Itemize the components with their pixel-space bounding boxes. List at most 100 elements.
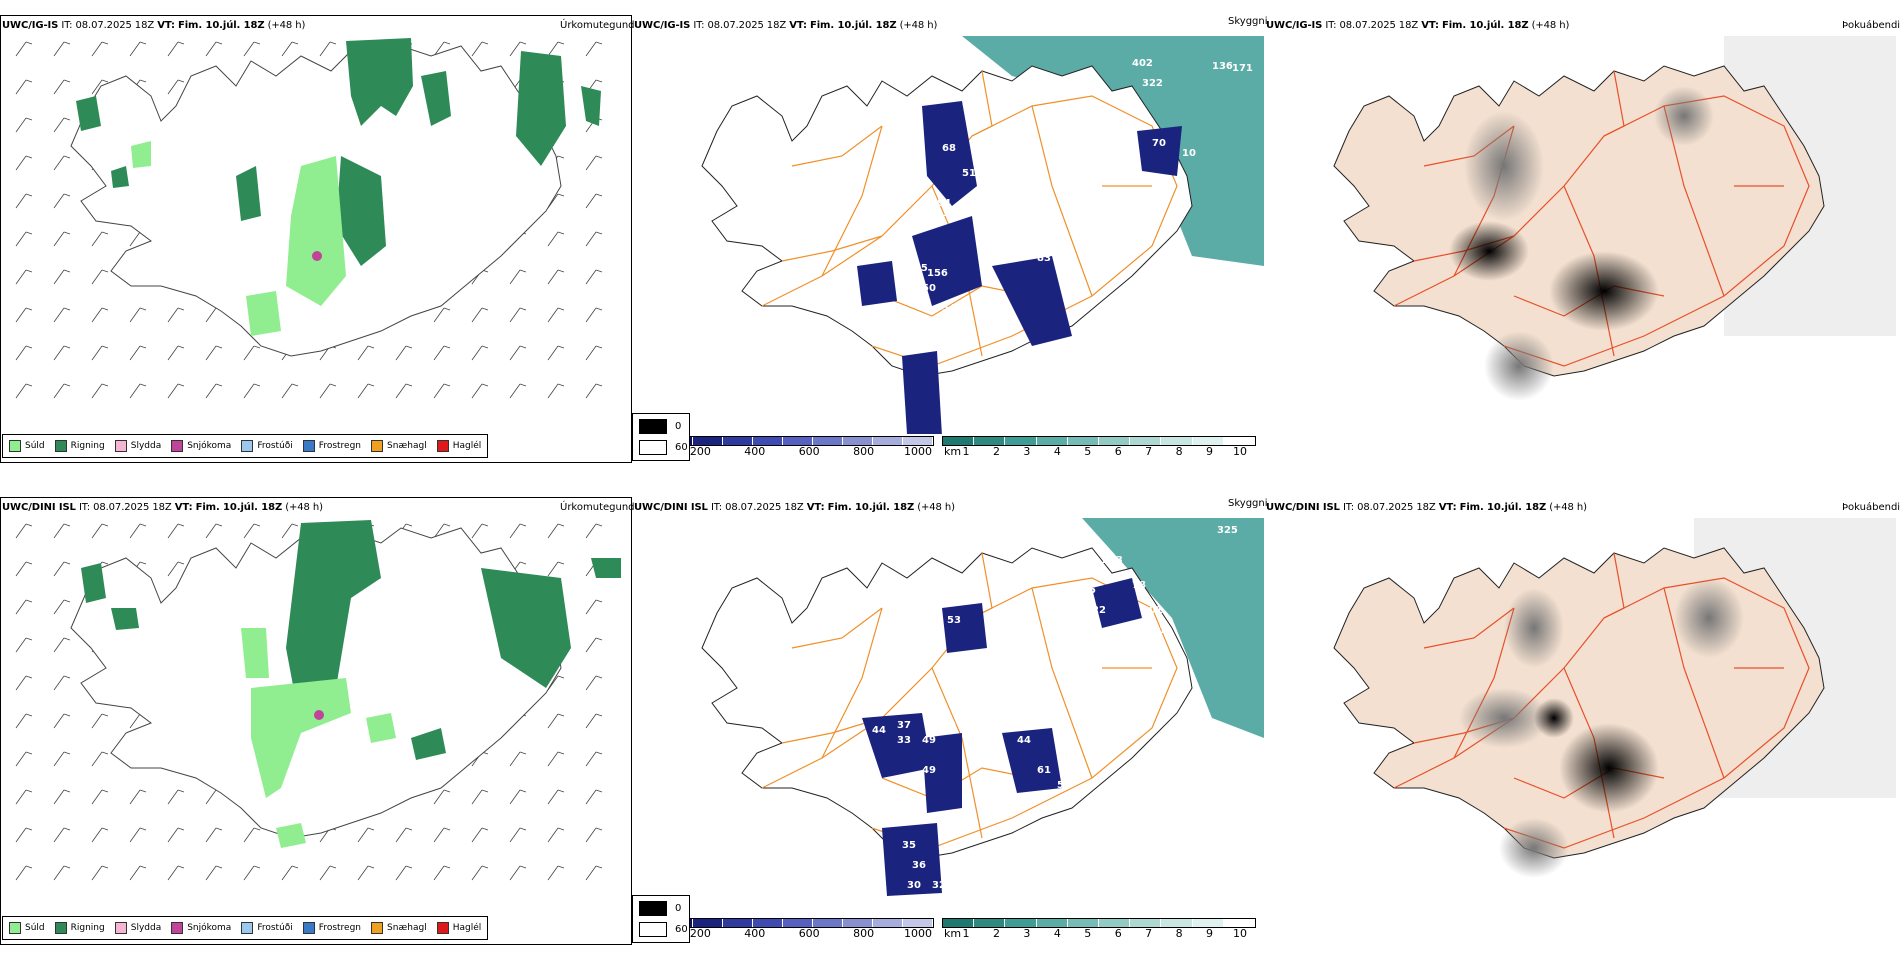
wind-barb (205, 827, 223, 843)
wind-barb (53, 675, 71, 691)
wind-barb (509, 41, 527, 57)
legend-label: Slydda (130, 441, 162, 451)
vt-label: VT: (157, 20, 175, 31)
ceiling-label: 49 (922, 765, 936, 776)
wind-barb (53, 865, 71, 881)
tick-label: 7 (1145, 445, 1153, 458)
legend-swatch (9, 922, 21, 934)
precip-map[interactable] (0, 15, 632, 463)
tick-label: 10 (1233, 927, 1247, 940)
wind-barb (547, 345, 565, 361)
wind-barb (53, 307, 71, 323)
vt-value: Fim. 10.júl. 18Z (178, 20, 265, 31)
low-cloud-areas (857, 101, 1182, 434)
vt-label: VT: (1438, 502, 1457, 513)
wind-barb (395, 865, 413, 881)
wind-barb (15, 827, 33, 843)
ceiling-label: 33 (897, 735, 911, 746)
tick-label: 1000 (904, 445, 932, 458)
wind-barb (243, 41, 261, 57)
wind-barb (205, 41, 223, 57)
ceiling-label: 38 (847, 228, 861, 239)
wind-barb (243, 523, 261, 539)
ceiling-ticks: 02004006008001000 (643, 927, 933, 941)
ceiling-label: 53 (902, 333, 916, 344)
lead-time: (+48 h) (1531, 20, 1570, 31)
road-3 (1031, 105, 1093, 297)
ceiling-label: 51 (992, 208, 1006, 219)
wind-barb (243, 827, 261, 843)
visibility-unit: km (944, 927, 962, 940)
fog-map-svg (1333, 518, 1896, 878)
wind-barb (129, 789, 147, 805)
fog-legend-top: 0 60 (632, 413, 690, 461)
lead-time: (+48 h) (285, 502, 323, 513)
it-label: IT: (61, 20, 73, 31)
fog-panel-top: UWC/IG-IS IT: 08.07.2025 18Z VT: Fim. 10… (1264, 0, 1900, 480)
legend-item: Snjókoma (171, 922, 231, 934)
legend-swatch (54, 440, 67, 452)
rain-areas (81, 520, 621, 760)
precip-map[interactable] (0, 497, 632, 945)
wind-barb (585, 193, 603, 209)
it-value: 08.07.2025 18Z (725, 502, 804, 513)
panel-header: UWC/DINI ISL IT: 08.07.2025 18Z VT: Fim.… (1266, 502, 1587, 513)
wind-barb (15, 41, 33, 57)
ceiling-label: 65 (1082, 585, 1096, 596)
wind-barb (205, 383, 223, 399)
wind-barb (167, 41, 185, 57)
wind-barb (91, 789, 109, 805)
wind-barb (91, 269, 109, 285)
wind-barb (167, 307, 185, 323)
wind-barb (433, 345, 451, 361)
snow-cell (314, 710, 324, 720)
wind-barb (129, 307, 147, 323)
low-cloud-areas (862, 578, 1142, 896)
precip-panel-top: UWC/IG-IS IT: 08.07.2025 18Z VT: Fim. 10… (0, 0, 635, 480)
model-name: UWC/IG-IS (2, 20, 59, 31)
wind-barb (433, 41, 451, 57)
tick-label: 6 (1114, 927, 1122, 940)
cloud-map[interactable]: 317 325 203 65 78 22 201 71 53 120 120 44 37 39 33 49 49… (632, 518, 1264, 916)
tick-label: 800 (853, 445, 875, 458)
wind-barb (433, 523, 451, 539)
legend-swatch (114, 922, 127, 934)
legend-item: Súld (9, 440, 45, 452)
wind-barb (547, 751, 565, 767)
wind-barb (395, 383, 413, 399)
wind-barb (15, 561, 33, 577)
legend-item: Frostregn (302, 922, 361, 934)
fog-map[interactable] (1264, 36, 1896, 434)
tick-label: 6 (1114, 445, 1122, 458)
ceiling-label: 203 (1102, 555, 1123, 566)
wind-barb (53, 79, 71, 95)
wind-barb (53, 751, 71, 767)
wind-barb (319, 383, 337, 399)
product-title: Skyggni (1228, 16, 1268, 27)
legend-item: Slydda (114, 440, 162, 452)
fog-swatch-black (639, 901, 667, 916)
wind-barb (357, 383, 375, 399)
model-name: UWC/DINI ISL (634, 502, 708, 513)
wind-barb (53, 269, 71, 285)
fog-map[interactable] (1264, 518, 1896, 916)
road-6 (1603, 552, 1625, 619)
wind-barb (357, 827, 375, 843)
wind-barb (167, 827, 185, 843)
cloud-map[interactable]: 402 136 171 322 78 70 10 68 51 84 30 47 38 51 54 53 83 16… (632, 36, 1264, 434)
wind-barb (15, 117, 33, 133)
wind-barb (357, 345, 375, 361)
panel-header: UWC/IG-IS IT: 08.07.2025 18Z VT: Fim. 10… (634, 20, 937, 31)
road-4 (791, 607, 883, 649)
road-6 (971, 70, 993, 137)
wind-barb (509, 383, 527, 399)
legend-label: Haglél (452, 441, 482, 451)
wind-barb (15, 231, 33, 247)
ceiling-label: 10 (1182, 148, 1196, 159)
legend-item: Snæhagl (371, 922, 427, 934)
wind-barb (471, 345, 489, 361)
wind-barb (205, 523, 223, 539)
it-value: 08.07.2025 18Z (1357, 502, 1436, 513)
legend-swatch (171, 440, 184, 452)
road-1 (821, 125, 883, 277)
